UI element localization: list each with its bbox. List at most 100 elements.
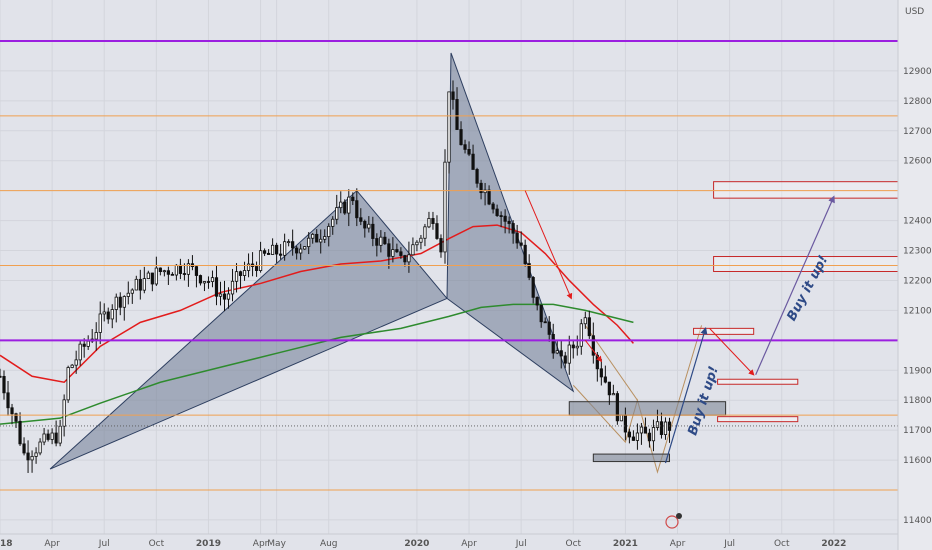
- candle: [451, 80, 455, 110]
- price-tick-label: 12800: [903, 97, 932, 107]
- time-tick-label: Jul: [515, 539, 527, 549]
- candle: [138, 269, 142, 300]
- candle-body: [407, 254, 411, 263]
- candle-body: [527, 263, 531, 278]
- candle-body: [266, 252, 271, 255]
- candle: [495, 204, 499, 217]
- candle: [166, 266, 170, 285]
- candle: [335, 194, 339, 225]
- candle: [214, 265, 219, 306]
- candle-body: [126, 292, 130, 297]
- candle: [86, 335, 90, 350]
- candle: [287, 239, 291, 247]
- candle-body: [379, 236, 383, 246]
- candle: [118, 292, 122, 316]
- candle: [627, 428, 632, 444]
- candle-body: [587, 317, 591, 337]
- candle: [439, 234, 443, 258]
- candle-body: [311, 233, 315, 239]
- candle: [587, 310, 591, 339]
- candle: [407, 241, 411, 273]
- candle-body: [487, 189, 491, 205]
- candle: [327, 223, 331, 247]
- tradingview-logo-icon: [665, 513, 682, 529]
- candle: [178, 258, 183, 280]
- candle: [559, 339, 563, 369]
- candle: [218, 281, 223, 306]
- candle-body: [271, 244, 275, 255]
- buy-arrow-1: [664, 326, 708, 464]
- candle-body: [459, 129, 463, 146]
- time-axis[interactable]: 2018AprJulOct2019AprMayAug2020AprJulOct2…: [0, 533, 898, 549]
- candle-body: [511, 223, 515, 234]
- time-tick-label: Oct: [774, 539, 790, 549]
- candle: [30, 450, 34, 473]
- candle: [639, 422, 644, 445]
- candle: [555, 340, 559, 355]
- candle: [499, 211, 503, 228]
- candle-body: [571, 344, 575, 349]
- candle-body: [279, 253, 283, 256]
- candle: [70, 363, 74, 369]
- candle: [455, 87, 459, 130]
- candle-body: [218, 293, 223, 297]
- candle: [351, 192, 355, 205]
- candle: [26, 440, 30, 473]
- candle: [567, 335, 571, 375]
- candle: [42, 427, 46, 446]
- candle-body: [98, 313, 102, 333]
- candle: [250, 252, 255, 277]
- candle-body: [78, 343, 82, 361]
- candle: [54, 420, 58, 447]
- time-tick-label: 2020: [404, 539, 429, 549]
- candle-body: [291, 241, 295, 249]
- candle-body: [339, 201, 343, 209]
- candle-body: [70, 364, 74, 368]
- candle: [66, 365, 70, 403]
- time-tick-label: Jul: [723, 539, 735, 549]
- candle: [519, 231, 523, 247]
- candle: [18, 412, 22, 446]
- candle: [122, 295, 126, 321]
- candle-body: [467, 149, 471, 155]
- candle-body: [315, 233, 319, 243]
- candle-body: [351, 196, 355, 202]
- candle: [611, 384, 615, 396]
- candle-body: [262, 250, 267, 254]
- candle-body: [174, 264, 178, 276]
- moving-average-lines: [0, 224, 634, 425]
- time-tick-label: 2019: [196, 539, 221, 549]
- time-tick-label: Apr: [253, 539, 269, 549]
- candle-body: [611, 393, 615, 396]
- down-arrow-2: [584, 340, 603, 363]
- annotations: Buy it up!Buy it up!: [524, 190, 835, 529]
- candle-body: [222, 293, 227, 300]
- price-tick-label: 12200: [903, 276, 932, 286]
- candle: [222, 280, 227, 312]
- candle: [38, 438, 42, 456]
- candle-body: [258, 250, 263, 271]
- candle: [575, 335, 579, 356]
- candle-body: [331, 218, 335, 227]
- candle: [186, 259, 191, 287]
- price-axis[interactable]: 11400 11600 11700 11800 11900 12100 12200 12300…: [897, 0, 932, 550]
- candle: [371, 216, 375, 247]
- candle-body: [431, 218, 435, 224]
- candle-body: [483, 189, 487, 194]
- candle-body: [22, 443, 26, 454]
- candle-body: [591, 335, 595, 356]
- candle-body: [210, 277, 215, 282]
- time-tick-label: May: [267, 539, 286, 549]
- candle: [279, 244, 283, 260]
- candle-body: [46, 433, 50, 440]
- candle: [459, 121, 463, 146]
- candle: [170, 272, 174, 276]
- candle-body: [547, 321, 551, 335]
- price-tick-label: 11600: [903, 456, 932, 466]
- candle-body: [295, 247, 299, 254]
- candle-body: [166, 270, 170, 275]
- target-zone-box: [592, 453, 670, 463]
- candle: [150, 272, 154, 292]
- candle: [663, 417, 668, 440]
- candle-body: [415, 241, 419, 246]
